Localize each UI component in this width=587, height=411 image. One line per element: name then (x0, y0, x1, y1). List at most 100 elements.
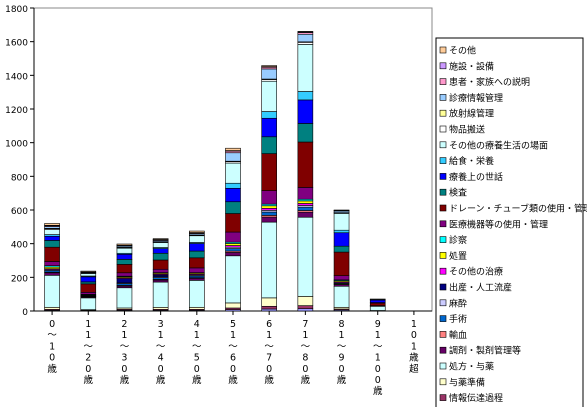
bar-segment (153, 239, 168, 240)
legend-label: 給食・栄養 (449, 155, 494, 167)
bar-segment (298, 42, 313, 44)
bar-segment (189, 236, 204, 243)
bar-segment (370, 303, 385, 306)
legend-swatch (440, 205, 446, 211)
legend-label: 診療情報管理 (449, 92, 503, 104)
bar-segment (117, 273, 132, 276)
bar-segment (117, 254, 132, 259)
bar-segment (45, 236, 60, 240)
legend-swatch (440, 395, 446, 401)
legend-label: 手術 (449, 313, 467, 325)
bar-segment (334, 286, 349, 307)
legend-label: 輸血 (449, 329, 467, 341)
bar-segment (298, 142, 313, 187)
bar-segment (370, 300, 385, 303)
legend-swatch (440, 331, 446, 337)
bar-segment (226, 249, 241, 252)
bar-segment (298, 201, 313, 204)
bar-segment (189, 278, 204, 280)
bars (45, 31, 386, 311)
bar-segment (226, 232, 241, 242)
legend-label: 処方・与薬 (449, 361, 494, 373)
bar-segment (189, 258, 204, 268)
bar-segment (81, 298, 96, 310)
bar-segment (226, 202, 241, 214)
y-tick-label: 1200 (5, 106, 28, 116)
legend-label: 与薬準備 (449, 376, 485, 388)
y-tick-label: 1800 (5, 5, 28, 15)
bar-segment (334, 213, 349, 230)
bar-segment (153, 242, 168, 247)
bar-segment (153, 260, 168, 269)
legend-label: 検査 (449, 187, 467, 199)
bar-segment (226, 183, 241, 188)
bar-segment (298, 34, 313, 42)
legend-swatch (440, 79, 446, 85)
bar-segment (262, 69, 277, 79)
bar-segment (226, 153, 241, 161)
bar-segment (262, 154, 277, 191)
bar-segment (298, 217, 313, 296)
y-tick-label: 200 (11, 274, 28, 284)
bar-segment (81, 282, 96, 284)
bar-segment (262, 217, 277, 222)
legend-swatch (440, 63, 446, 69)
legend-swatch (440, 252, 446, 258)
bar-segment (262, 137, 277, 154)
bar-segment (45, 247, 60, 261)
bar-segment (226, 252, 241, 255)
bar-segment (189, 280, 204, 307)
legend-swatch (440, 158, 446, 164)
bar-segment (298, 296, 313, 305)
bar-segment (153, 249, 168, 254)
bar-segment (117, 259, 132, 264)
legend-swatch (440, 379, 446, 385)
legend-label: 麻酔 (449, 297, 467, 309)
legend-label: 調剤・製剤管理等 (449, 345, 521, 357)
bar-segment (226, 163, 241, 183)
y-tick-label: 1000 (5, 140, 28, 150)
bar-segment (334, 233, 349, 246)
bar-segment (226, 214, 241, 233)
bar-segment (189, 251, 204, 258)
legend-swatch (440, 126, 446, 132)
bar-segment (189, 307, 204, 309)
bar-segment (298, 44, 313, 91)
legend-label: その他の療養生活の場面 (449, 139, 548, 151)
y-tick-label: 1600 (5, 39, 28, 49)
legend-swatch (440, 268, 446, 274)
bar-segment (226, 148, 241, 150)
bar-segment (117, 279, 132, 283)
y-tick-label: 1400 (5, 72, 28, 82)
bar-segment (262, 191, 277, 204)
legend-label: 診察 (449, 234, 467, 246)
bar-segment (298, 123, 313, 142)
bar-segment (298, 207, 313, 210)
bar-segment (45, 275, 60, 307)
bar-segment (334, 276, 349, 280)
bar-segment (262, 81, 277, 111)
bar-segment (262, 118, 277, 137)
bar-segment (262, 222, 277, 298)
bar-segment (298, 203, 313, 205)
legend-swatch (440, 110, 446, 116)
bar-segment (81, 271, 96, 272)
bar-segment (45, 223, 60, 225)
bar-segment (117, 288, 132, 308)
bar-segment (298, 187, 313, 199)
legend: その他施設・設備患者・家族への説明診療情報管理放射線管理物品搬送その他の療養生活… (436, 38, 587, 407)
legend-label: その他の治療 (449, 266, 503, 278)
bar-segment (45, 230, 60, 235)
bar-segment (117, 264, 132, 272)
bar-segment (81, 277, 96, 282)
legend-label: 情報伝達過程 (449, 392, 503, 404)
bar-segment (189, 231, 204, 233)
